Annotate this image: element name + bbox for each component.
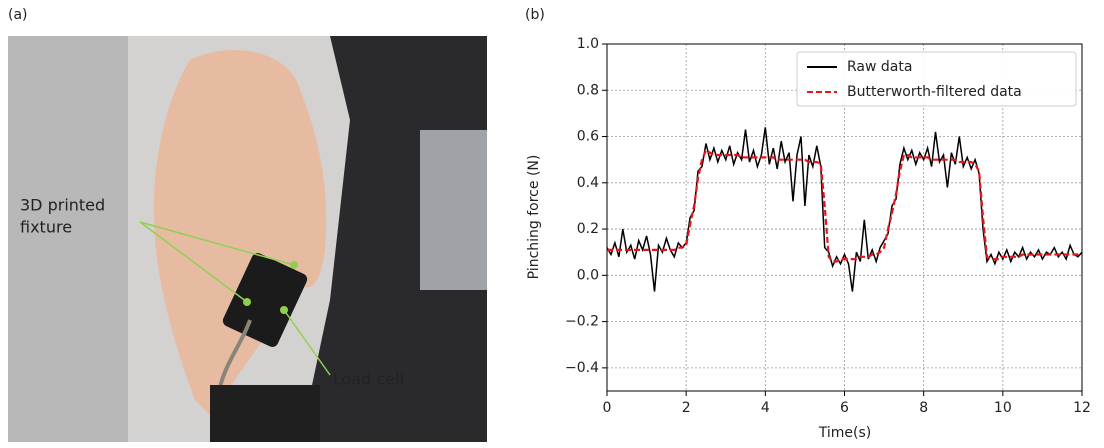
legend: Raw data Butterworth-filtered data <box>796 51 1077 107</box>
x-axis-label: Time(s) <box>818 425 871 441</box>
y-tick-label: −0.4 <box>565 360 599 376</box>
x-tick-label: 6 <box>840 400 849 416</box>
x-tick-label: 12 <box>1073 400 1091 416</box>
annotation: fixture <box>20 218 72 237</box>
legend-label: Butterworth-filtered data <box>847 84 1022 100</box>
hand <box>153 50 327 420</box>
legend-box <box>796 51 1077 107</box>
fixture <box>222 253 308 347</box>
y-tick-label: 0.0 <box>577 267 599 283</box>
x-tick-label: 2 <box>682 400 691 416</box>
y-tick-label: 0.2 <box>577 221 599 237</box>
y-tick-label: 0.8 <box>577 82 599 98</box>
y-tick-label: 0.4 <box>577 175 599 191</box>
annotation-dots <box>243 261 298 314</box>
robot-plate <box>420 130 487 290</box>
photo: 3D printed fixture Load cell <box>8 36 487 442</box>
data-line <box>607 148 1082 263</box>
photo-wall <box>8 36 128 442</box>
y-axis-label: Pinching force (N) <box>526 155 542 280</box>
x-tick-label: 10 <box>994 400 1012 416</box>
legend-label: Raw data <box>847 59 912 75</box>
y-tick-label: 1.0 <box>577 36 599 52</box>
panel-label: (a) <box>8 7 28 23</box>
plot-frame <box>606 43 1083 392</box>
x-tick-label: 8 <box>919 400 928 416</box>
annotation-lines <box>139 221 331 376</box>
x-tick-label: 0 <box>603 400 612 416</box>
base <box>210 385 320 442</box>
panel-label: (b) <box>525 7 545 23</box>
x-tick-label: 4 <box>761 400 770 416</box>
annotation: Load cell <box>333 370 404 389</box>
y-tick-label: 0.6 <box>577 129 599 145</box>
y-tick-label: −0.2 <box>565 314 599 330</box>
annotation: 3D printed <box>20 196 105 215</box>
